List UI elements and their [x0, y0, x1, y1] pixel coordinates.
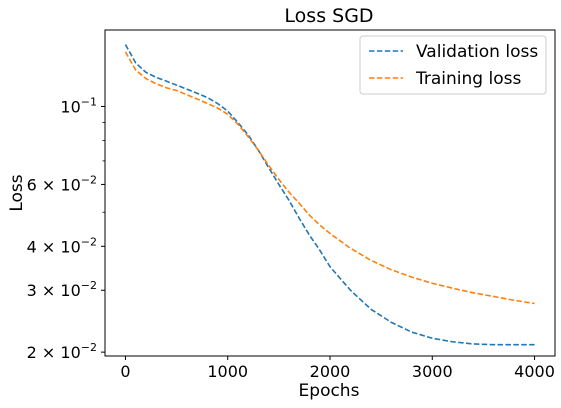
- x-axis-label: Epochs: [299, 381, 360, 401]
- legend-label: Training loss: [415, 69, 521, 89]
- legend-box: [359, 35, 547, 95]
- x-tick-label: 1000: [207, 362, 248, 381]
- y-tick-label: 4 × 10−2: [27, 235, 97, 256]
- plot-area: 0 1000 2000 3000 4000 10−1 6 × 10−2 4 × 10−2 3 ×…: [27, 29, 556, 381]
- x-tick-label: 4000: [514, 362, 555, 381]
- y-tick-label: 6 × 10−2: [27, 173, 97, 194]
- x-tick-label: 2000: [310, 362, 351, 381]
- y-tick-label: 3 × 10−2: [27, 279, 97, 300]
- y-tick-label: 2 × 10−2: [27, 341, 97, 362]
- chart-title: Loss SGD: [284, 5, 373, 27]
- legend-label: Validation loss: [416, 42, 538, 62]
- legend: Validation loss Training loss: [359, 35, 547, 95]
- series-line-validation: [124, 44, 535, 346]
- x-tick-label: 0: [120, 362, 130, 381]
- x-tick-label: 3000: [412, 362, 453, 381]
- y-tick-label: 10−1: [60, 95, 97, 116]
- y-axis-label: Loss: [7, 174, 27, 211]
- series-line-training: [124, 51, 535, 305]
